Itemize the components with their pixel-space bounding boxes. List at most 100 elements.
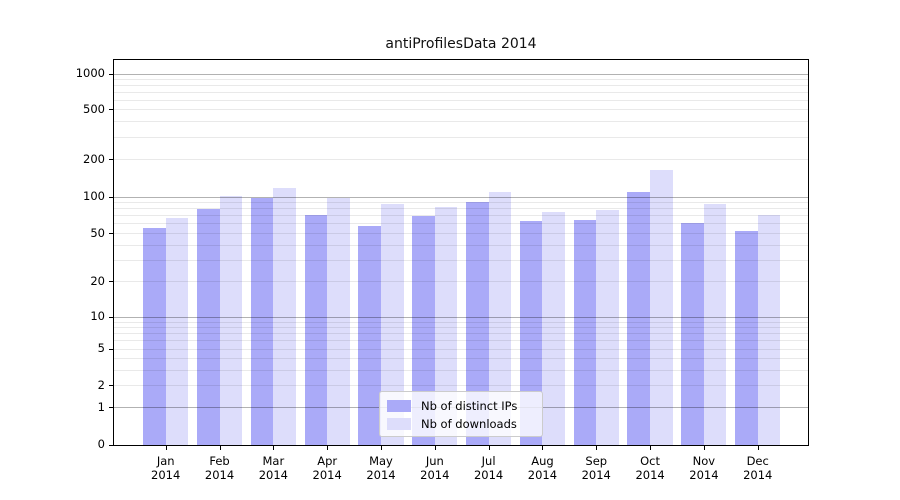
- y-tick-label: 500: [83, 101, 105, 116]
- bar-downloads-sep: [596, 210, 619, 445]
- y-tick: [109, 407, 113, 408]
- bar-downloads-apr: [327, 198, 350, 445]
- x-tick: [542, 446, 544, 450]
- gridline-minor: [114, 121, 808, 123]
- x-tick: [488, 446, 490, 450]
- gridline-minor: [114, 91, 808, 93]
- x-tick: [703, 446, 705, 450]
- x-tick: [650, 446, 652, 450]
- legend-label-downloads: Nb of downloads: [421, 417, 517, 431]
- chart-title: antiProfilesData 2014: [385, 36, 537, 52]
- bar-ips-may: [358, 226, 381, 445]
- bar-ips-apr: [304, 214, 328, 445]
- y-tick: [109, 316, 113, 318]
- y-tick: [109, 444, 113, 446]
- y-tick-label: 100: [83, 189, 105, 203]
- gridline-minor: [114, 233, 808, 234]
- x-tick: [596, 446, 598, 450]
- bar-downloads-jul: [488, 192, 512, 445]
- bar-ips-oct: [627, 191, 651, 445]
- gridline-minor: [114, 369, 808, 371]
- y-tick-label: 0: [97, 437, 105, 451]
- bar-ips-jan: [143, 228, 166, 445]
- gridline-minor: [114, 223, 808, 225]
- x-tick-label-feb: Feb 2014: [204, 454, 235, 482]
- y-tick: [109, 233, 113, 234]
- gridline-minor: [114, 159, 808, 160]
- gridline-minor: [114, 358, 808, 360]
- y-tick-label: 20: [90, 273, 105, 288]
- x-tick: [219, 446, 221, 450]
- bar-ips-jun: [412, 216, 435, 445]
- y-tick-label: 2: [97, 377, 105, 392]
- bar-ips-nov: [681, 222, 704, 445]
- plot-inner: [114, 60, 808, 445]
- bar-ips-mar: [250, 198, 274, 445]
- x-tick-label-may: May 2014: [366, 454, 396, 482]
- y-tick: [109, 73, 113, 75]
- gridline-minor: [114, 136, 808, 138]
- x-tick-label-jun: Jun 2014: [420, 454, 450, 482]
- bar-downloads-may: [380, 204, 404, 445]
- legend-item-ips: Nb of distinct IPs: [387, 397, 534, 415]
- x-tick-label-oct: Oct 2014: [635, 454, 665, 482]
- plot-area: Nb of distinct IPs Nb of downloads: [113, 59, 809, 446]
- x-tick-label-dec: Dec 2014: [743, 454, 773, 482]
- bar-downloads-feb: [219, 195, 243, 445]
- gridline-minor: [114, 340, 808, 342]
- y-tick: [109, 109, 113, 110]
- x-tick: [273, 446, 275, 450]
- legend: Nb of distinct IPs Nb of downloads: [379, 391, 543, 437]
- x-tick-label-nov: Nov 2014: [689, 454, 719, 482]
- x-tick-label-aug: Aug 2014: [527, 454, 558, 482]
- y-tick-label: 200: [83, 151, 105, 166]
- bar-ips-dec: [735, 230, 758, 445]
- gridline-minor: [114, 202, 808, 204]
- gridline-minor: [114, 208, 808, 210]
- legend-swatch-downloads-icon: [387, 418, 411, 430]
- bar-downloads-jan: [165, 218, 189, 445]
- bar-downloads-jun: [434, 206, 458, 445]
- gridline-minor: [114, 78, 808, 80]
- gridline-minor: [114, 333, 808, 335]
- legend-label-ips: Nb of distinct IPs: [421, 399, 518, 413]
- y-tick-label: 10: [90, 309, 105, 323]
- bar-downloads-oct: [650, 170, 673, 445]
- bar-ips-feb: [196, 208, 220, 445]
- bar-downloads-dec: [757, 215, 781, 445]
- x-tick: [434, 446, 436, 450]
- x-tick-label-jul: Jul 2014: [473, 454, 504, 482]
- y-tick-label: 5: [97, 341, 105, 355]
- gridline-major: [114, 316, 808, 318]
- gridline-minor: [114, 99, 808, 101]
- x-tick: [757, 446, 759, 450]
- gridline-major: [114, 73, 808, 75]
- y-tick: [109, 159, 113, 160]
- bar-ips-aug: [519, 220, 543, 445]
- bar-ips-jul: [466, 202, 489, 445]
- gridline-minor: [114, 259, 808, 261]
- y-tick-label: 1: [97, 399, 105, 414]
- gridline-minor: [114, 84, 808, 86]
- bar-ips-sep: [573, 220, 597, 445]
- y-tick-label: 50: [90, 225, 105, 240]
- y-tick: [109, 281, 113, 282]
- legend-swatch-ips-icon: [387, 400, 411, 412]
- gridline-minor: [114, 215, 808, 217]
- gridline-minor: [114, 385, 808, 386]
- bar-downloads-aug: [542, 212, 566, 445]
- bar-downloads-mar: [273, 188, 296, 445]
- x-tick: [165, 446, 167, 450]
- gridline-minor: [114, 244, 808, 246]
- gridline-minor: [114, 327, 808, 329]
- x-tick: [327, 446, 329, 450]
- legend-item-downloads: Nb of downloads: [387, 415, 534, 433]
- gridline-minor: [114, 281, 808, 282]
- x-tick-label-sep: Sep 2014: [581, 454, 611, 482]
- y-tick: [109, 385, 113, 386]
- gridline-major: [114, 196, 808, 198]
- y-tick: [109, 348, 113, 350]
- y-tick-label: 1000: [75, 66, 105, 80]
- gridline-minor: [114, 109, 808, 110]
